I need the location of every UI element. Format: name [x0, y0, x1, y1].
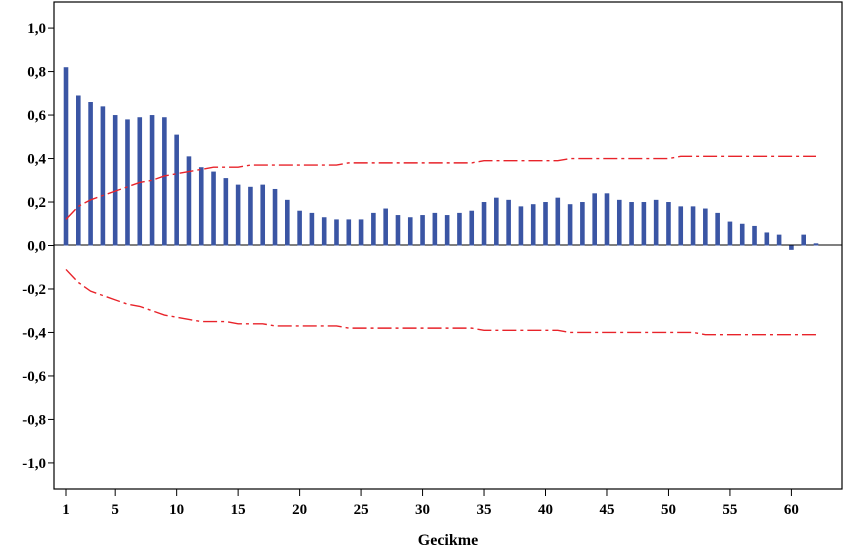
acf-bar — [715, 212, 720, 246]
acf-bar — [235, 184, 241, 246]
acf-bar — [112, 115, 118, 246]
acf-bar — [764, 232, 770, 246]
acf-bar — [76, 95, 81, 246]
acf-bar — [346, 219, 352, 246]
acf-bar — [272, 188, 278, 246]
x-tick-label: 10 — [169, 502, 184, 518]
acf-bar — [149, 115, 155, 246]
acf-bar — [297, 210, 302, 246]
y-tick-label: 0,4 — [27, 152, 46, 168]
x-tick-label: 50 — [661, 502, 676, 518]
acf-bar — [506, 199, 511, 246]
acf-bar — [248, 186, 253, 246]
acf-bar — [334, 219, 339, 246]
y-tick-label: 0,6 — [27, 108, 46, 124]
acf-bar — [162, 117, 167, 246]
x-tick-label: 40 — [538, 502, 553, 518]
y-axis: 1,0 0,8 0,6 0,4 0,2 0,0 -0,2 -0,4 -0,6 -0,8 -1,0 — [22, 21, 54, 472]
acf-bar — [444, 215, 450, 246]
x-tick-label: 45 — [599, 502, 614, 518]
y-tick-label: 1,0 — [27, 21, 46, 37]
acf-bar — [739, 223, 745, 246]
acf-bar — [530, 204, 536, 246]
acf-bar — [88, 102, 93, 246]
acf-bar — [678, 206, 684, 246]
acf-bar — [580, 202, 585, 246]
acf-bar — [309, 212, 315, 246]
acf-bar — [260, 184, 266, 246]
acf-bar — [727, 221, 733, 246]
acf-bar — [371, 212, 376, 246]
y-tick-label: -0,6 — [22, 369, 46, 385]
acf-bar — [395, 215, 401, 246]
x-tick-label: 5 — [111, 502, 119, 518]
acf-bar — [494, 197, 499, 246]
acf-bar — [137, 117, 143, 246]
acf-bar — [481, 202, 487, 246]
x-tick-label: 1 — [62, 502, 70, 518]
acf-bar — [666, 202, 671, 246]
acf-bar — [604, 193, 610, 246]
x-tick-label: 35 — [477, 502, 492, 518]
acf-bar — [100, 106, 106, 246]
acf-bar — [285, 199, 290, 246]
acf-bar — [125, 119, 130, 246]
acf-bar — [321, 217, 327, 246]
acf-bar — [813, 243, 819, 246]
x-tick-label: 60 — [784, 502, 799, 518]
acf-bar — [174, 134, 179, 246]
acf-bar — [211, 171, 216, 246]
acf-bar — [616, 199, 622, 246]
y-tick-label: -0,4 — [22, 325, 46, 341]
acf-bar — [801, 234, 806, 246]
acf-bar — [703, 208, 708, 246]
acf-bar — [420, 215, 425, 246]
acf-bar — [383, 208, 388, 246]
acf-bar — [776, 234, 782, 246]
x-axis-title: Gecikme — [418, 532, 478, 549]
upper-confidence-line — [65, 155, 816, 220]
acf-bar — [63, 67, 69, 246]
x-tick-label: 15 — [231, 502, 246, 518]
acf-bar — [641, 202, 647, 246]
acf-bar — [223, 178, 229, 246]
confidence-bounds — [65, 155, 816, 336]
x-tick-label: 20 — [292, 502, 307, 518]
acf-bar — [457, 212, 462, 246]
acf-bar — [358, 219, 364, 246]
x-tick-label: 30 — [415, 502, 430, 518]
y-tick-label: -1,0 — [22, 456, 46, 472]
acf-bar — [555, 197, 561, 246]
acf-bar — [198, 167, 204, 246]
acf-bar — [653, 199, 659, 246]
acf-bar — [469, 210, 475, 246]
y-tick-label: -0,8 — [22, 412, 46, 428]
y-tick-label: -0,2 — [22, 282, 46, 298]
acf-bar — [592, 193, 597, 246]
y-tick-label: 0,0 — [27, 239, 46, 255]
acf-bar — [752, 225, 757, 246]
x-axis: 1 5 10 15 20 25 30 35 40 45 50 55 60 — [62, 489, 799, 518]
x-tick-label: 55 — [722, 502, 737, 518]
lower-confidence-line — [65, 268, 816, 336]
x-tick-label: 25 — [354, 502, 369, 518]
acf-bar — [432, 212, 438, 246]
acf-bar — [407, 217, 413, 246]
y-tick-label: 0,8 — [27, 65, 46, 81]
acf-bar — [789, 245, 794, 250]
acf-bar — [518, 206, 524, 246]
acf-bars — [63, 67, 819, 250]
acf-bar — [690, 206, 696, 246]
acf-bar — [629, 202, 634, 246]
acf-bar — [543, 202, 548, 246]
y-tick-label: 0,2 — [27, 195, 46, 211]
acf-bar — [567, 204, 573, 246]
acf-bar — [186, 156, 192, 246]
